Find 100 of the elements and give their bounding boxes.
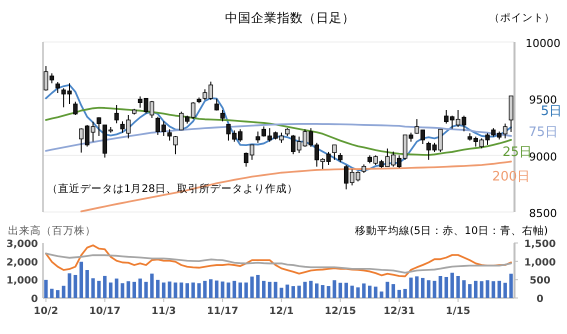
bar [332,280,336,298]
bar [320,285,324,298]
bar [462,280,466,298]
bar [226,282,230,298]
candlestick [114,104,119,124]
x-tick-label: 12/15 [324,306,356,317]
bar [74,274,78,298]
bar [280,288,284,298]
chart-title: 中国企業指数（日足） [225,10,355,25]
x-tick-label: 10/17 [89,306,121,317]
bar [426,280,430,298]
bar [244,282,248,298]
bar [156,280,160,298]
bar [232,280,236,298]
x-tick-label: 11/17 [206,306,238,317]
bar [297,286,301,298]
bar [150,274,154,298]
x-tick-label: 11/3 [151,306,176,317]
bar [315,283,319,298]
candlestick [220,110,225,122]
bar [498,280,502,298]
bar [91,278,95,298]
y-axis-title: （ポイント） [489,12,555,24]
bar [309,280,313,298]
y-tick-label: 9000 [529,150,557,164]
bar [303,282,307,298]
candlestick [96,116,102,136]
bar [338,282,342,298]
candlestick [338,152,343,163]
candlestick [256,131,260,144]
bar [162,282,166,298]
bar [56,290,60,298]
bar [132,282,136,298]
text: 移動平均線(5日：赤、10日：青、右軸) [354,224,548,237]
bar [268,282,272,298]
candlestick [55,82,60,94]
bar [409,278,413,298]
y-tick-label: 0 [31,294,38,305]
bar [197,283,201,298]
bar [286,284,290,298]
bar [362,283,366,298]
bar [474,280,478,298]
bar [480,281,484,298]
bar [509,274,513,298]
bar [486,280,490,298]
x-tick-label: 12/31 [383,306,415,317]
bar [291,286,295,298]
bar [256,274,260,298]
x-tick-label: 12/1 [269,306,294,317]
line-series [45,252,512,274]
bar [380,292,384,298]
bar [103,276,107,298]
y-tick-label: 3,000 [6,239,38,250]
bar [126,281,130,298]
bar [120,283,124,298]
bar [174,282,178,298]
y-axis-title: 出来高（百万株） [8,224,96,237]
line-series [45,244,512,278]
bar [50,288,54,298]
candlestick [73,101,78,116]
bar [444,276,448,298]
bar [238,282,242,298]
y-tick-label: 2,000 [6,257,38,268]
bar [68,273,72,298]
bar [450,272,454,298]
bar [492,281,496,298]
bar [415,276,419,298]
bar [209,279,213,298]
x-tick-label: 10/2 [34,306,58,317]
series-label: 200日 [492,170,530,185]
bar [214,280,218,298]
bar [274,282,278,298]
bar [180,282,184,298]
candlestick [167,128,172,142]
bar [220,282,224,298]
bar [203,280,207,298]
bar [356,287,360,298]
bar [468,284,472,298]
bar [438,276,442,298]
text: 5日 [540,104,562,120]
bar [403,288,407,298]
bar [85,270,89,298]
bar [191,282,195,298]
y2-tick-label: 500 [530,276,550,287]
bar [80,262,84,298]
bar [262,280,266,298]
bar [114,278,118,298]
x-tick-label: 1/15 [446,306,470,317]
bar [97,280,101,298]
y-tick-label: 10000 [526,37,560,50]
bar [144,282,148,298]
bar [420,278,425,298]
bar [344,282,348,298]
candlestick [332,144,337,160]
bar [185,283,190,298]
y-tick-label: 8500 [529,207,557,220]
bar [350,286,354,298]
bar [108,282,112,298]
bar [250,276,254,298]
series-label: 75日 [528,124,558,140]
